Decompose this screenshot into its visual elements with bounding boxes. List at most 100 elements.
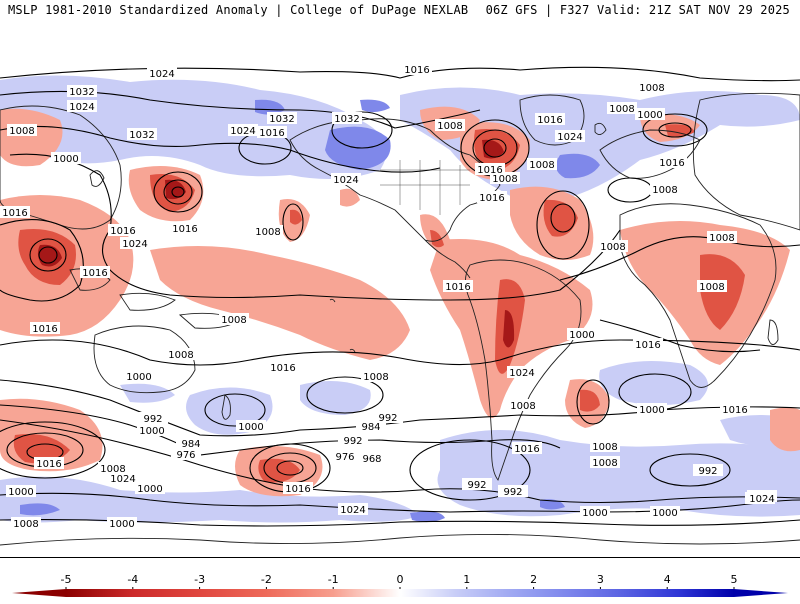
pressure-label: 1016	[479, 193, 504, 204]
pressure-label: 992	[343, 436, 362, 447]
pressure-label: 1008	[221, 315, 246, 326]
pressure-label: 1016	[404, 65, 429, 76]
pressure-label: 1000	[652, 508, 677, 519]
pressure-label: 1016	[110, 226, 135, 237]
pressure-label: 1008	[168, 350, 193, 361]
pressure-label: 1024	[69, 102, 94, 113]
anomaly-colorbar: -5 -4 -3 -2 -1 0 1 2 3 4 5	[0, 568, 800, 600]
extreme-negative-anomaly-shading	[37, 139, 515, 348]
pressure-label: 1008	[13, 519, 38, 530]
colorbar-positive-ramp	[400, 589, 734, 597]
pressure-label: 1016	[172, 224, 197, 235]
pressure-label: 976	[335, 452, 354, 463]
pressure-label: 1016	[36, 459, 61, 470]
colorbar-gradient	[12, 589, 788, 597]
colorbar-tick-label: 5	[731, 573, 738, 586]
pressure-label: 1016	[635, 340, 660, 351]
pressure-label: 1008	[639, 83, 664, 94]
colorbar-tick-labels: -5 -4 -3 -2 -1 0 1 2 3 4 5	[61, 573, 738, 589]
pressure-label: 1008	[9, 126, 34, 137]
pressure-label: 1008	[609, 104, 634, 115]
pressure-label: 1008	[592, 458, 617, 469]
pressure-label: 992	[378, 413, 397, 424]
pressure-label: 1024	[122, 239, 147, 250]
pressure-label: 984	[181, 439, 200, 450]
pressure-label: 1000	[639, 405, 664, 416]
pressure-label: 1016	[477, 165, 502, 176]
pressure-label: 1016	[2, 208, 27, 219]
pressure-label: 1024	[110, 474, 135, 485]
pressure-label: 1024	[557, 132, 582, 143]
pressure-label: 1016	[537, 115, 562, 126]
pressure-label: 1008	[510, 401, 535, 412]
pressure-label: 1032	[129, 130, 154, 141]
pressure-label: 1016	[445, 282, 470, 293]
pressure-label: 1000	[238, 422, 263, 433]
colorbar-high-arrow	[734, 589, 788, 597]
pressure-label: 1032	[334, 114, 359, 125]
pressure-label: 1008	[652, 185, 677, 196]
coastlines	[0, 92, 800, 546]
pressure-label: 984	[361, 422, 380, 433]
pressure-label: 1000	[569, 330, 594, 341]
colorbar-tick-label: -4	[127, 573, 138, 586]
pressure-labels: 1024 1032 1024 1008 1032 1024 1016 1032 …	[0, 63, 777, 530]
pressure-label: 1000	[139, 426, 164, 437]
pressure-label-backgrounds	[0, 63, 777, 529]
pressure-label: 1016	[259, 128, 284, 139]
pressure-label: 1024	[333, 175, 358, 186]
pressure-label: 1000	[582, 508, 607, 519]
pressure-label: 968	[362, 454, 381, 465]
pressure-label: 1000	[53, 154, 78, 165]
strong-positive-anomaly-shading	[20, 99, 600, 523]
anomaly-map: 1024 1032 1024 1008 1032 1024 1016 1032 …	[0, 40, 800, 558]
pressure-label: 1008	[100, 464, 125, 475]
pressure-label: 1016	[659, 158, 684, 169]
pressure-label: 992	[467, 480, 486, 491]
colorbar-tick-label: 4	[664, 573, 671, 586]
colorbar-tick-label: 1	[463, 573, 470, 586]
map-title: MSLP 1981-2010 Standardized Anomaly | Co…	[8, 3, 469, 17]
colorbar-tick-label: 0	[397, 573, 404, 586]
pressure-label: 1032	[269, 114, 294, 125]
pressure-label: 1024	[340, 505, 365, 516]
pressure-label: 1000	[109, 519, 134, 530]
colorbar-negative-ramp	[66, 589, 400, 597]
pressure-label: 1024	[749, 494, 774, 505]
pressure-label: 1000	[8, 487, 33, 498]
pressure-label: 1000	[637, 110, 662, 121]
pressure-label: 1008	[600, 242, 625, 253]
pressure-label: 1000	[137, 484, 162, 495]
colorbar-tick-label: -3	[194, 573, 205, 586]
pressure-label: 1016	[270, 363, 295, 374]
pressure-label: 992	[503, 487, 522, 498]
pressure-label: 1016	[285, 484, 310, 495]
pressure-label: 1008	[592, 442, 617, 453]
colorbar-tick-label: 2	[530, 573, 537, 586]
pressure-label: 976	[176, 450, 195, 461]
pressure-label: 1008	[437, 121, 462, 132]
pressure-label: 1008	[255, 227, 280, 238]
pressure-label: 1024	[149, 69, 174, 80]
pressure-label: 1024	[509, 368, 534, 379]
model-valid-time: 06Z GFS | F327 Valid: 21Z SAT NOV 29 202…	[485, 3, 790, 17]
pressure-label: 1032	[69, 87, 94, 98]
pressure-label: 992	[143, 414, 162, 425]
pressure-label: 1000	[126, 372, 151, 383]
colorbar-tick-label: -5	[61, 573, 72, 586]
pressure-label: 1016	[722, 405, 747, 416]
pressure-label: 1016	[32, 324, 57, 335]
colorbar-tick-label: -1	[328, 573, 339, 586]
pressure-label: 1008	[529, 160, 554, 171]
colorbar-tick-label: -2	[261, 573, 272, 586]
pressure-label: 1008	[492, 174, 517, 185]
pressure-label: 1016	[514, 444, 539, 455]
pressure-label: 1008	[363, 372, 388, 383]
pressure-label: 1016	[82, 268, 107, 279]
pressure-label: 1008	[699, 282, 724, 293]
colorbar-low-arrow	[12, 589, 66, 597]
pressure-label: 992	[698, 466, 717, 477]
colorbar-tick-label: 3	[597, 573, 604, 586]
pressure-label: 1024	[230, 126, 255, 137]
pressure-label: 1008	[709, 233, 734, 244]
